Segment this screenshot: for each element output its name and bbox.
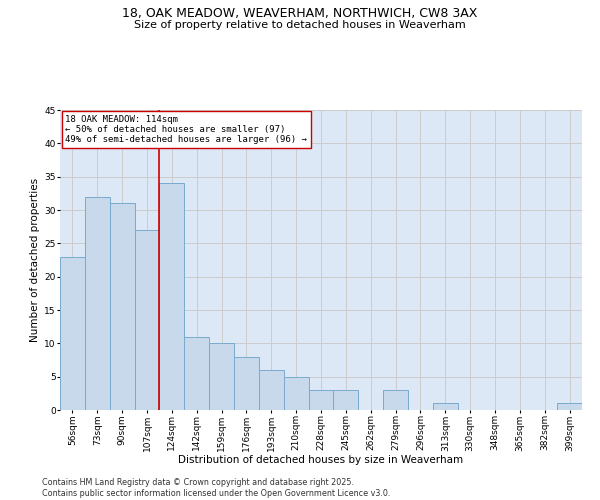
Bar <box>234 356 259 410</box>
Bar <box>160 184 184 410</box>
Bar <box>557 404 582 410</box>
Text: Contains HM Land Registry data © Crown copyright and database right 2025.
Contai: Contains HM Land Registry data © Crown c… <box>42 478 391 498</box>
Bar <box>60 256 85 410</box>
Bar <box>334 390 358 410</box>
Bar <box>259 370 284 410</box>
X-axis label: Distribution of detached houses by size in Weaverham: Distribution of detached houses by size … <box>178 454 464 464</box>
Bar <box>433 404 458 410</box>
Text: 18, OAK MEADOW, WEAVERHAM, NORTHWICH, CW8 3AX: 18, OAK MEADOW, WEAVERHAM, NORTHWICH, CW… <box>122 8 478 20</box>
Bar <box>134 230 160 410</box>
Text: Size of property relative to detached houses in Weaverham: Size of property relative to detached ho… <box>134 20 466 30</box>
Bar <box>383 390 408 410</box>
Text: 18 OAK MEADOW: 114sqm
← 50% of detached houses are smaller (97)
49% of semi-deta: 18 OAK MEADOW: 114sqm ← 50% of detached … <box>65 114 307 144</box>
Bar <box>209 344 234 410</box>
Bar <box>85 196 110 410</box>
Bar <box>184 336 209 410</box>
Y-axis label: Number of detached properties: Number of detached properties <box>30 178 40 342</box>
Bar <box>284 376 308 410</box>
Bar <box>308 390 334 410</box>
Bar <box>110 204 134 410</box>
